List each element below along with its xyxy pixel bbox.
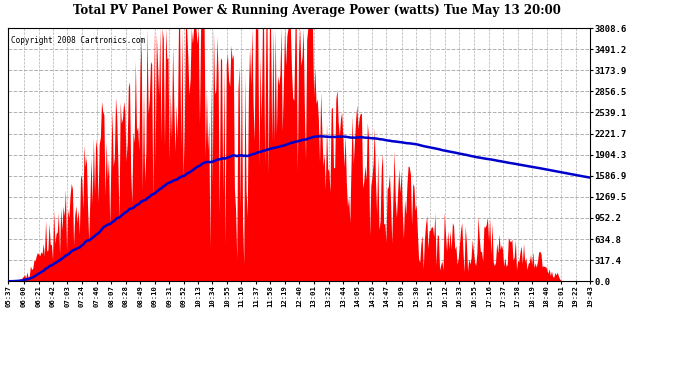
Text: Copyright 2008 Cartronics.com: Copyright 2008 Cartronics.com xyxy=(11,36,146,45)
Text: Total PV Panel Power & Running Average Power (watts) Tue May 13 20:00: Total PV Panel Power & Running Average P… xyxy=(73,4,562,17)
